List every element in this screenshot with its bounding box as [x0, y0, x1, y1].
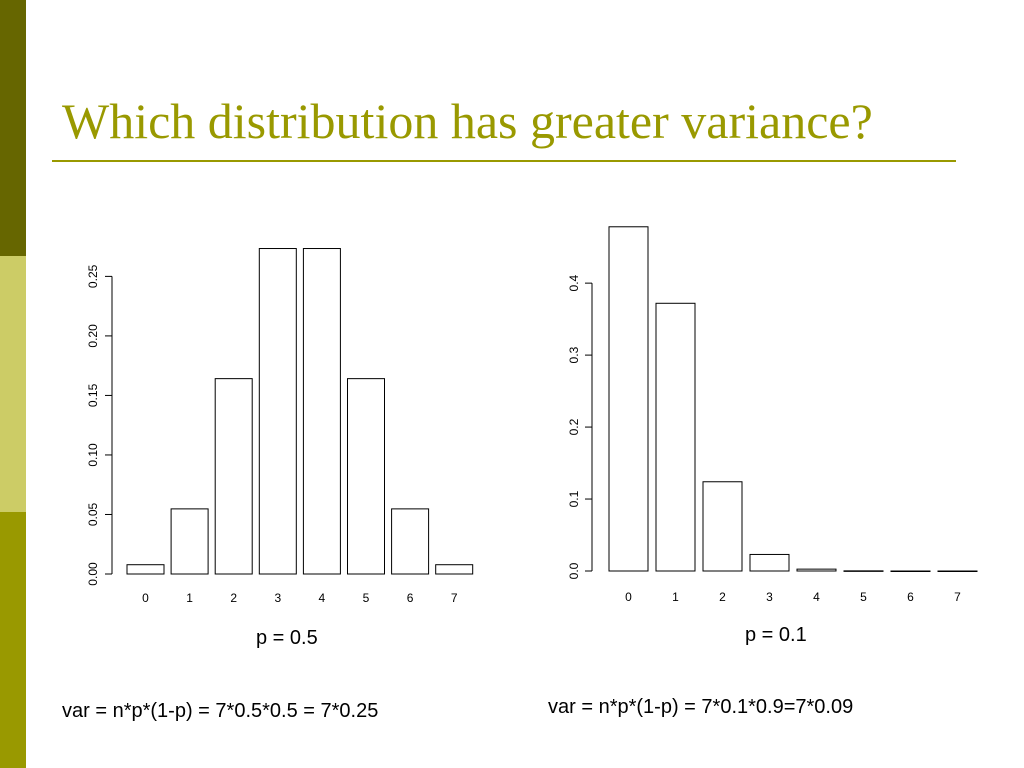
sidebar-segment-top	[0, 0, 26, 256]
sidebar-segment-bottom	[0, 512, 26, 768]
chart-p05-x-tick-label: 7	[451, 591, 458, 605]
chart-p05-y-tick-label: 0.25	[86, 264, 100, 288]
chart-p01-bar-5	[843, 570, 884, 572]
chart-p05-x-tick-label: 6	[407, 591, 414, 605]
chart-p05-x-tick-label: 2	[230, 591, 237, 605]
chart-p05-bar-7	[435, 564, 474, 575]
chart-p01-bar-6	[890, 570, 931, 572]
chart-p01-y-tick-label: 0.4	[567, 274, 581, 291]
chart-p05-y-tick-label: 0.05	[86, 502, 100, 526]
chart-p01-x-tick-label: 3	[766, 590, 773, 604]
variance-formula-p05: var = n*p*(1-p) = 7*0.5*0.5 = 7*0.25	[62, 700, 379, 722]
chart-p01-x-tick-label: 1	[672, 590, 679, 604]
sidebar-decoration	[0, 0, 26, 768]
chart-p01-bar-7	[937, 570, 978, 572]
chart-p05-x-tick-label: 4	[319, 591, 326, 605]
chart-p05-bar-2	[214, 378, 253, 575]
chart-p05-y-tick-label: 0.10	[86, 443, 100, 467]
chart-p01-bar-3	[749, 553, 790, 572]
chart-p05-label: p = 0.5	[256, 627, 318, 649]
chart-p05-bar-6	[391, 508, 430, 575]
chart-p05-x-tick-label: 1	[186, 591, 193, 605]
chart-p05-y-tick-label: 0.15	[86, 383, 100, 407]
chart-p05-bar-4	[302, 248, 341, 575]
chart-p05-bar-5	[347, 378, 385, 575]
chart-p01-x-tick-label: 6	[907, 590, 914, 604]
chart-p01-y-tick-label: 0.1	[567, 490, 581, 507]
chart-p01-x-tick-label: 0	[625, 590, 632, 604]
chart-p01-y-tick-label: 0.0	[567, 562, 581, 579]
chart-p01-bar-0	[608, 226, 649, 572]
chart-p05-bar-0	[126, 564, 165, 575]
chart-p05-y-tick-label: 0.00	[86, 562, 100, 586]
chart-p01-x-tick-label: 5	[860, 590, 867, 604]
chart-p05-x-tick-label: 0	[142, 591, 149, 605]
chart-p05-bar-3	[258, 248, 297, 575]
chart-p01-x-tick-label: 4	[813, 590, 820, 604]
chart-p01-bar-2	[702, 481, 743, 572]
chart-p05-x-tick-label: 5	[363, 591, 370, 605]
chart-p01-bar-1	[655, 302, 696, 572]
variance-formula-p01: var = n*p*(1-p) = 7*0.1*0.9=7*0.09	[548, 696, 854, 718]
title-underline	[52, 160, 956, 162]
chart-p01-y-tick-label: 0.3	[567, 346, 581, 363]
chart-p01-x-tick-label: 7	[954, 590, 961, 604]
chart-p05-bar-1	[170, 508, 209, 575]
chart-p01-bar-4	[796, 568, 837, 572]
slide-title: Which distribution has greater variance?	[62, 93, 873, 149]
chart-p01-y-tick-label: 0.2	[567, 418, 581, 435]
chart-p01-label: p = 0.1	[745, 624, 807, 646]
chart-p05-y-tick-label: 0.20	[86, 324, 100, 348]
chart-p01-x-tick-label: 2	[719, 590, 726, 604]
sidebar-segment-middle	[0, 256, 26, 512]
chart-p05-x-tick-label: 3	[274, 591, 281, 605]
